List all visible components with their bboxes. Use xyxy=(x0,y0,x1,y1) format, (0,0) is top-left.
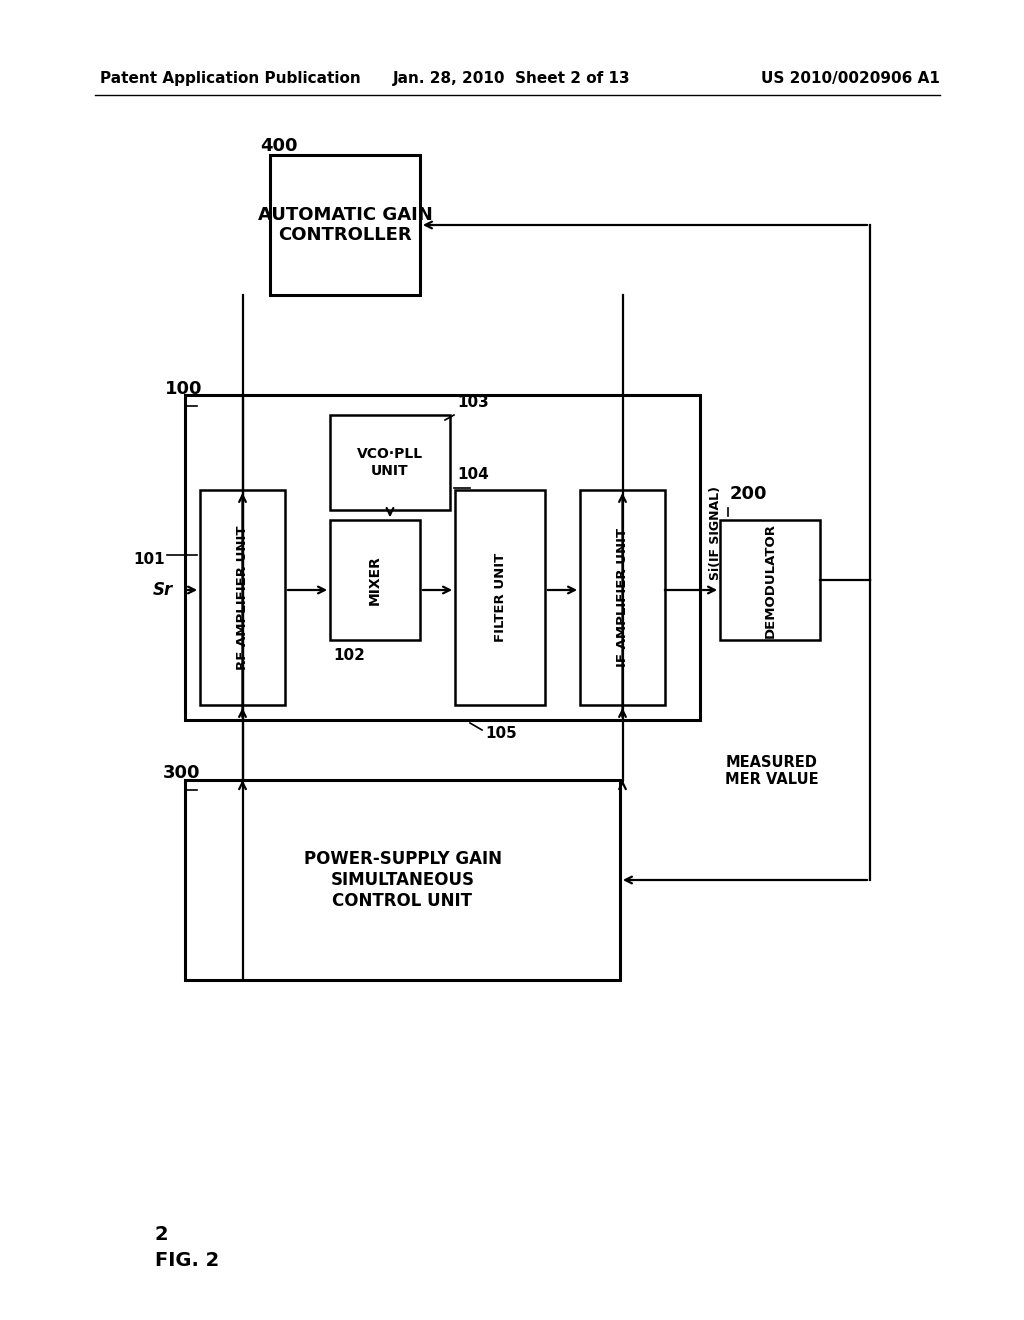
Text: Patent Application Publication: Patent Application Publication xyxy=(100,70,360,86)
Text: DEMODULATOR: DEMODULATOR xyxy=(764,523,776,638)
Text: 2: 2 xyxy=(155,1225,169,1245)
Text: 102: 102 xyxy=(333,648,365,663)
Bar xyxy=(270,154,420,294)
Text: 100: 100 xyxy=(165,380,203,399)
Text: Jan. 28, 2010  Sheet 2 of 13: Jan. 28, 2010 Sheet 2 of 13 xyxy=(393,70,631,86)
Text: 101: 101 xyxy=(133,553,165,568)
Bar xyxy=(330,414,450,510)
Text: US 2010/0020906 A1: US 2010/0020906 A1 xyxy=(761,70,940,86)
Text: 200: 200 xyxy=(730,484,768,503)
Text: Sr: Sr xyxy=(153,581,173,599)
Text: 300: 300 xyxy=(163,764,201,781)
Bar xyxy=(200,490,285,705)
Text: 400: 400 xyxy=(260,137,298,154)
Text: AUTOMATIC GAIN
CONTROLLER: AUTOMATIC GAIN CONTROLLER xyxy=(258,206,432,244)
Text: RF AMPLIFIER UNIT: RF AMPLIFIER UNIT xyxy=(236,525,249,669)
Text: POWER-SUPPLY GAIN
SIMULTANEOUS
CONTROL UNIT: POWER-SUPPLY GAIN SIMULTANEOUS CONTROL U… xyxy=(303,850,502,909)
Bar xyxy=(330,520,420,640)
Text: Si(IF SIGNAL): Si(IF SIGNAL) xyxy=(709,486,722,579)
Bar xyxy=(185,780,620,979)
Text: IF AMPLIFIER UNIT: IF AMPLIFIER UNIT xyxy=(616,528,629,667)
Bar xyxy=(185,395,700,719)
Text: VCO·PLL
UNIT: VCO·PLL UNIT xyxy=(357,447,423,478)
Bar xyxy=(720,520,820,640)
Text: MEASURED
MER VALUE: MEASURED MER VALUE xyxy=(725,755,818,788)
Text: 105: 105 xyxy=(485,726,517,741)
Text: 103: 103 xyxy=(457,395,488,411)
Text: FIG. 2: FIG. 2 xyxy=(155,1250,219,1270)
Text: MIXER: MIXER xyxy=(368,556,382,605)
Bar xyxy=(580,490,665,705)
Text: FILTER UNIT: FILTER UNIT xyxy=(494,553,507,642)
Text: 104: 104 xyxy=(457,467,488,482)
Bar xyxy=(455,490,545,705)
